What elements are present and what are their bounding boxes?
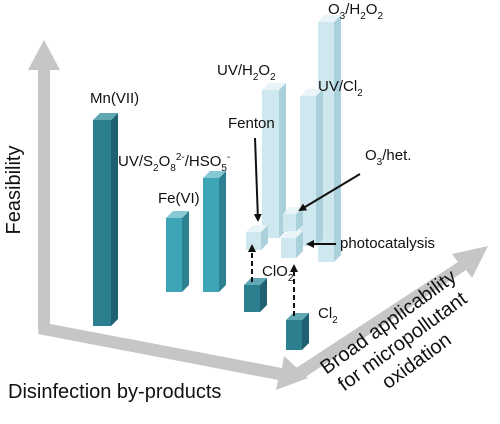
bar-side	[261, 225, 268, 250]
bar-side	[279, 83, 286, 238]
label-part: 2	[360, 11, 366, 22]
bar-top	[93, 113, 118, 120]
bar-top	[300, 89, 323, 96]
pointer-arrow	[253, 137, 262, 222]
label-part: -	[227, 152, 230, 163]
bar-side	[334, 15, 341, 262]
bar-top	[281, 231, 303, 238]
label-part: Fenton	[228, 115, 275, 132]
node-label: ClO2	[262, 263, 294, 284]
y-axis-arrow	[28, 40, 60, 330]
bar-side	[316, 89, 323, 246]
bar-front	[281, 238, 296, 258]
label-part: O	[366, 1, 378, 18]
bar-top	[262, 83, 286, 90]
label-part: O	[365, 147, 377, 164]
label-part: ClO	[262, 263, 288, 280]
label-part: UV/H	[217, 62, 253, 79]
node-label: UV/H2O2	[217, 62, 276, 83]
node-label: Fe(VI)	[158, 190, 200, 207]
bar-top	[244, 278, 267, 285]
node-label: Mn(VII)	[90, 90, 139, 107]
label-part: O	[159, 153, 171, 170]
node-label: Fenton	[228, 115, 275, 132]
bar-front	[283, 214, 296, 232]
label-part: Cl	[318, 305, 332, 322]
label-part: 5	[221, 163, 227, 174]
label-part: /HSO	[185, 153, 222, 170]
label-part: UV/S	[118, 153, 153, 170]
label-part: Fe(VI)	[158, 190, 200, 207]
label-part: photocatalysis	[340, 235, 435, 252]
label-part: 2	[270, 72, 276, 83]
bar-front	[166, 218, 182, 292]
label-part: 2	[288, 273, 294, 284]
z-axis-label: Broad applicability for micropollutant o…	[316, 266, 471, 396]
label-part: 8	[170, 163, 176, 174]
bar-side	[296, 207, 303, 232]
label-part: 2	[357, 88, 363, 99]
node-label: UV/S2O82-/HSO5-	[118, 152, 230, 174]
bar-top	[203, 171, 226, 178]
y-axis-label: Feasibility	[3, 146, 25, 235]
bar-side	[260, 278, 267, 312]
label-part: 2	[332, 315, 338, 326]
z-axis-arrow	[290, 246, 488, 382]
label-part: O	[258, 62, 270, 79]
x-axis-arrow	[38, 322, 308, 390]
bar-side	[219, 171, 226, 292]
bar-side	[296, 231, 303, 258]
bar-top	[166, 211, 189, 218]
bar-top	[283, 207, 303, 214]
label-part: 2	[153, 163, 159, 174]
node-label: O3/H2O2	[328, 1, 383, 22]
bar-front	[262, 90, 279, 238]
node-label: UV/Cl2	[318, 78, 363, 99]
bar-top	[246, 225, 268, 232]
label-part: O	[328, 1, 340, 18]
bar-front	[203, 178, 219, 292]
node-label: photocatalysis	[340, 235, 435, 252]
label-part: 3	[377, 157, 383, 168]
label-part: 2-	[176, 152, 185, 163]
bar-top	[286, 313, 309, 320]
node-label: Cl2	[318, 305, 338, 326]
node-label: O3/het.	[365, 147, 411, 168]
bar-side	[302, 313, 309, 350]
bar-front	[93, 120, 111, 326]
label-part: 2	[253, 72, 259, 83]
label-part: 3	[340, 11, 346, 22]
x-axis-label: Disinfection by-products	[8, 381, 221, 403]
label-part: /het.	[382, 147, 411, 164]
bar-side	[182, 211, 189, 292]
bar-front	[246, 232, 261, 250]
bar-side	[111, 113, 118, 326]
pointer-arrow	[298, 173, 361, 212]
bar-front	[244, 285, 260, 312]
bar-top	[318, 15, 341, 22]
bar-front	[286, 320, 302, 350]
label-part: 2	[377, 11, 383, 22]
label-part: /H	[345, 1, 360, 18]
label-part: UV/Cl	[318, 78, 357, 95]
label-part: Mn(VII)	[90, 90, 139, 107]
